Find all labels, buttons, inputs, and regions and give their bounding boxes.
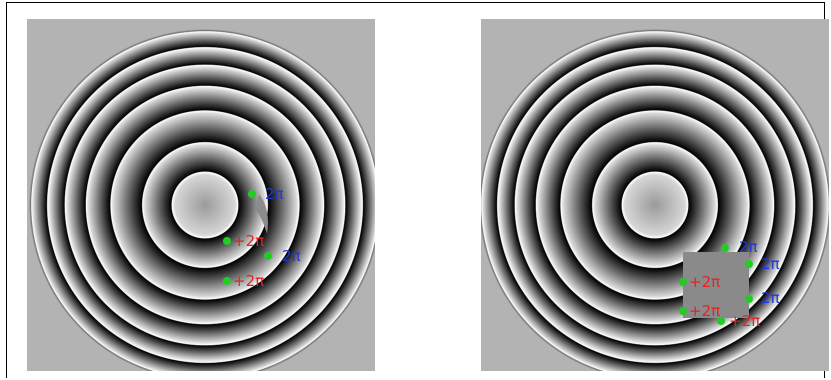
marker-label: +2π [689, 302, 720, 320]
marker-label: +2π [729, 312, 760, 330]
marker-dot [679, 278, 687, 286]
corrected-patch [683, 252, 749, 318]
marker-dot [223, 277, 231, 285]
wrapped-phase-map-left: 2π +2π 2π +2π [27, 19, 375, 371]
markers-left: 2π +2π 2π +2π [223, 185, 301, 290]
wrapped-phase-panel-left: 2π +2π 2π +2π [27, 19, 375, 371]
marker-dot [745, 260, 753, 268]
marker-label: +2π [233, 272, 264, 290]
marker-label: +2π [689, 273, 720, 291]
marker-label: 2π [761, 289, 780, 307]
fringe-disk [29, 29, 375, 371]
marker-dot [248, 190, 256, 198]
marker-label: 2π [739, 238, 758, 256]
marker-dot [745, 295, 753, 303]
marker-dot [264, 252, 272, 260]
marker-label: 2π [265, 185, 284, 203]
marker-label: 2π [761, 255, 780, 273]
marker-dot [679, 307, 687, 315]
phase-error-notch [255, 194, 268, 234]
marker-label: 2π [282, 247, 301, 265]
marker-label: +2π [233, 232, 264, 250]
marker-dot [721, 244, 729, 252]
figure-frame: 2π +2π 2π +2π 2π 2π +2π 2π +2π +2π [6, 2, 829, 378]
wrapped-phase-panel-right: 2π 2π +2π 2π +2π +2π [481, 19, 829, 371]
marker-dot [717, 317, 725, 325]
marker-dot [223, 237, 231, 245]
fringe-disk [481, 29, 829, 371]
